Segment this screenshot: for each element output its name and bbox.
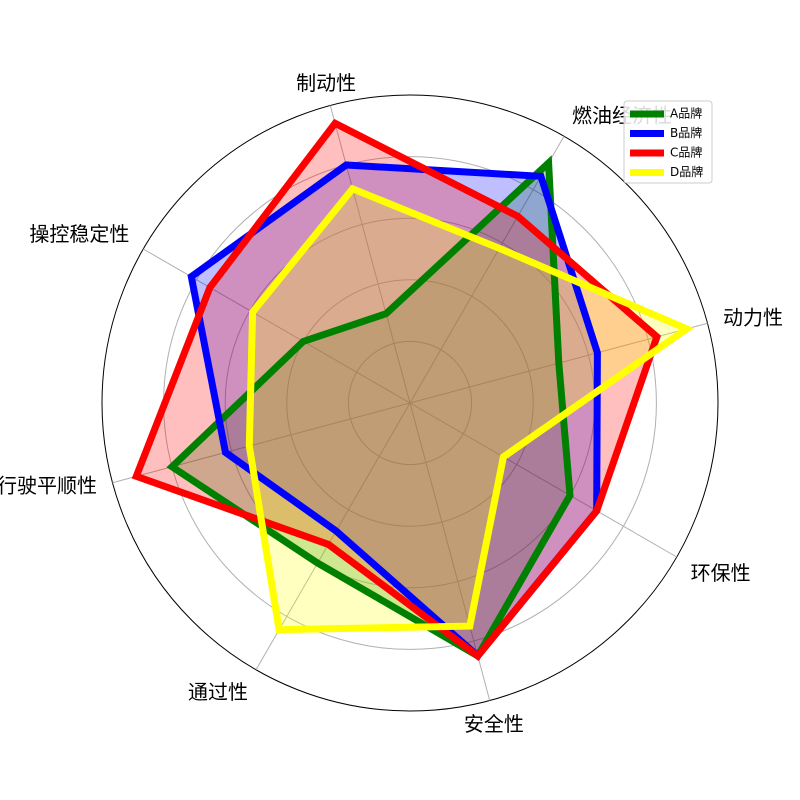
grid-spoke-5 [112, 402, 411, 484]
legend-label-2[interactable]: B品牌 [670, 126, 702, 140]
grid-circle-4 [286, 279, 534, 527]
series-line-layer [131, 118, 694, 661]
grid-spoke-3 [329, 105, 411, 404]
grid-spoke-8 [409, 402, 677, 558]
axis-label-5: 行驶平顺性 [0, 473, 97, 497]
axis-label-7: 安全性 [464, 712, 524, 736]
axis-label-3: 制动性 [296, 71, 356, 95]
axis-label-8: 环保性 [691, 561, 751, 585]
legend[interactable]: A品牌 B品牌 C品牌 D品牌 [623, 100, 713, 184]
grid-spoke-2 [409, 136, 565, 404]
legend-label-4[interactable]: D品牌 [670, 165, 703, 179]
legend-label-1[interactable]: A品牌 [670, 107, 702, 121]
axis-label-1: 动力性 [723, 306, 783, 330]
series-line-1 [166, 155, 574, 661]
series-line-3 [131, 118, 661, 661]
legend-label-3[interactable]: C品牌 [670, 146, 702, 160]
legend-box [623, 100, 713, 184]
axis-label-6: 通过性 [188, 680, 248, 704]
axis-label-4: 操控稳定性 [29, 222, 129, 246]
series-fill-2 [191, 165, 598, 656]
series-fill-1 [172, 162, 570, 656]
series-line-4 [245, 184, 694, 634]
grid-spoke-4 [143, 248, 411, 404]
grid-circle-2 [347, 340, 473, 466]
outer-frame-circle [101, 94, 719, 712]
